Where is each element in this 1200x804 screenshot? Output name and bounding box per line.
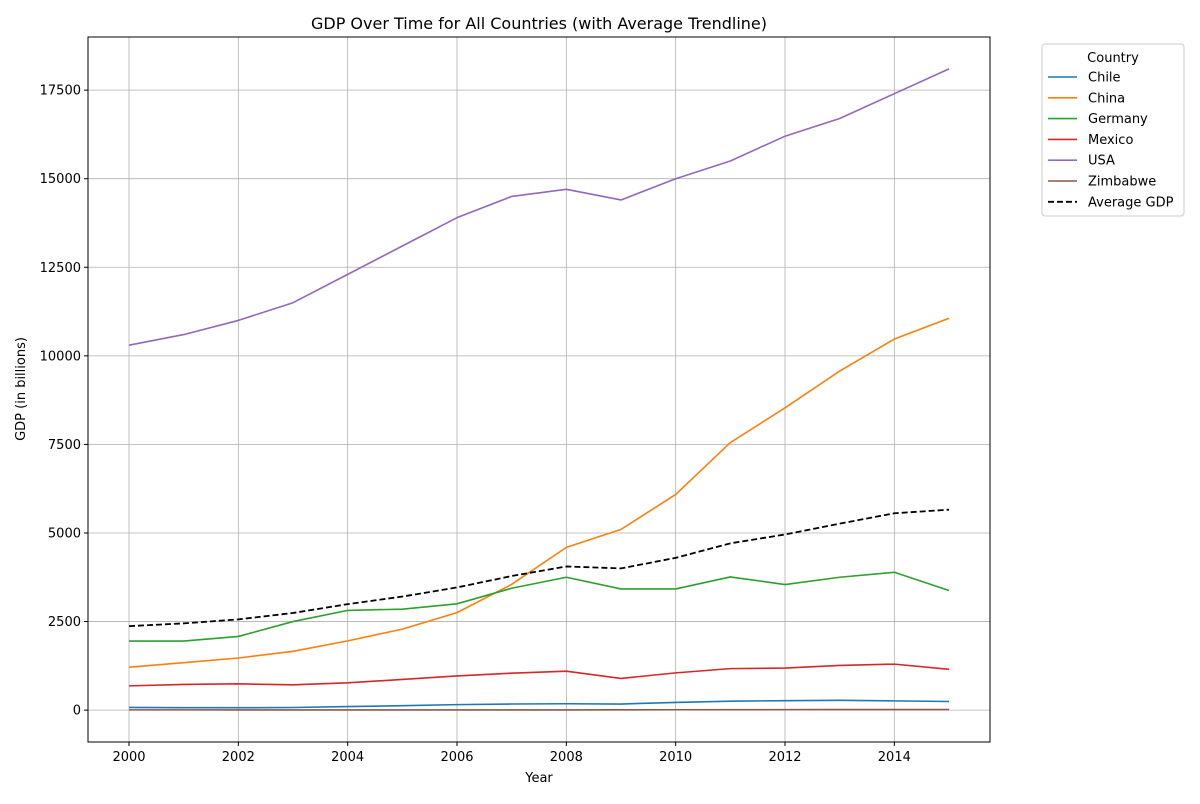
legend-label: Germany <box>1088 112 1148 127</box>
x-tick-label: 2002 <box>222 750 255 765</box>
grid-lines <box>88 37 990 742</box>
legend-label: Chile <box>1088 71 1121 86</box>
legend-label: Zimbabwe <box>1088 175 1156 190</box>
x-tick-label: 2000 <box>112 750 145 765</box>
series-line-usa <box>129 69 949 345</box>
legend: Country Chile China Germany Mexico USA Zimbab… <box>1042 44 1184 216</box>
series-line-china <box>129 318 949 667</box>
legend-label: Mexico <box>1088 133 1133 148</box>
series-line-germany <box>129 572 949 641</box>
series-line-mexico <box>129 664 949 686</box>
legend-label: Average GDP <box>1088 195 1174 210</box>
y-tick-label: 0 <box>73 704 81 719</box>
plot-area-frame <box>88 37 990 742</box>
legend-label: USA <box>1088 154 1115 169</box>
series-line-chile <box>129 700 949 707</box>
y-tick-label: 7500 <box>48 438 81 453</box>
chart-title: GDP Over Time for All Countries (with Av… <box>311 14 767 33</box>
x-tick-label: 2006 <box>440 750 473 765</box>
series-lines <box>129 69 949 710</box>
y-tick-label: 12500 <box>40 261 81 276</box>
y-tick-label: 17500 <box>40 84 81 99</box>
x-tick-label: 2014 <box>878 750 911 765</box>
y-tick-label: 10000 <box>40 349 81 364</box>
x-axis-ticks: 2000 2002 2004 2006 2008 2010 2012 2014 <box>112 742 910 765</box>
y-axis-label: GDP (in billions) <box>14 337 29 441</box>
y-tick-label: 2500 <box>48 615 81 630</box>
x-axis-label: Year <box>524 771 553 786</box>
x-tick-label: 2004 <box>331 750 364 765</box>
y-axis-ticks: 0 2500 5000 7500 10000 12500 15000 17500 <box>40 84 88 719</box>
x-tick-label: 2012 <box>768 750 801 765</box>
y-tick-label: 15000 <box>40 172 81 187</box>
legend-label: China <box>1088 91 1125 106</box>
y-tick-label: 5000 <box>48 526 81 541</box>
series-line-average-gdp <box>129 510 949 626</box>
x-tick-label: 2008 <box>550 750 583 765</box>
x-tick-label: 2010 <box>659 750 692 765</box>
legend-title: Country <box>1087 51 1139 66</box>
